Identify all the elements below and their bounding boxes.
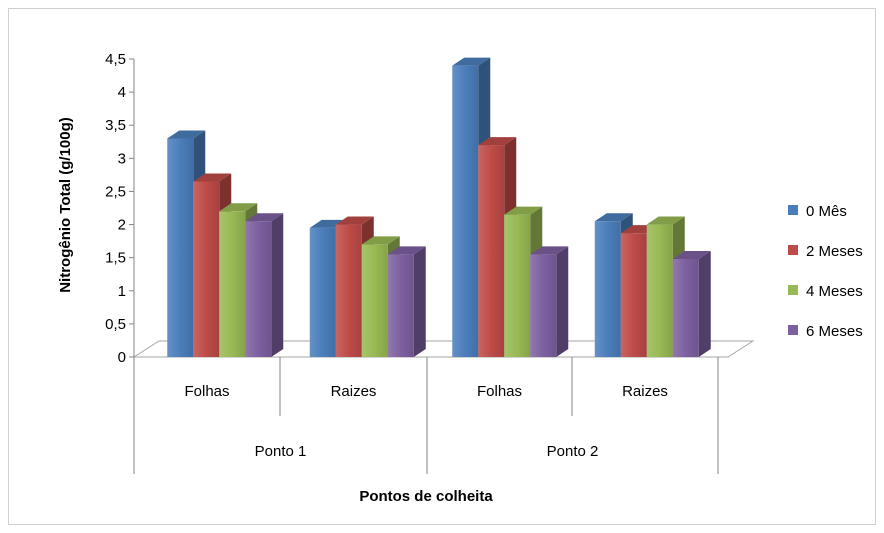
bar-front [167,138,194,357]
bar-front [193,181,220,357]
y-tick-label: 3 [118,150,126,167]
y-tick-label: 2 [118,217,126,234]
bar-front [646,224,673,357]
category-label: Raizes [622,383,668,400]
legend-label: 4 Meses [806,283,863,300]
bar [672,250,711,357]
bar-top [245,213,284,222]
bar-top [361,236,400,245]
y-tick-label: 0,5 [105,316,126,333]
bar-top [452,57,491,66]
y-tick-label: 0 [118,349,126,366]
bar-front [245,221,272,357]
bar-top [646,216,685,225]
bar-front [387,254,414,357]
legend-label: 2 Meses [806,243,863,260]
bar-front [219,211,246,357]
bar-side [556,246,569,357]
bar-front [594,221,621,357]
bar-front [361,244,388,357]
bar-top [530,246,569,255]
y-tick-label: 3,5 [105,117,126,134]
bar-side [413,246,426,357]
category-label: Folhas [184,383,229,400]
bar-front [530,254,557,357]
bar-top [594,213,633,222]
bar-front [504,214,531,357]
bar-top [478,137,517,146]
legend-swatch [788,325,798,335]
category-axis: Folhas Raizes Folhas Raizes Ponto 1 Ponto 2 [133,357,719,474]
bar-top [387,246,426,255]
bar-top [219,203,258,212]
legend-label: 0 Mês [806,203,847,220]
bar-top [672,250,711,259]
bar-side [698,250,711,357]
bar-front [672,258,699,357]
legend-item: 6 Meses [788,323,863,340]
legend-swatch [788,245,798,255]
bar-front [309,227,336,357]
y-tick-label: 1,5 [105,250,126,267]
y-tick-label: 4,5 [105,51,126,68]
bar-front [478,145,505,357]
category-label: Raizes [331,383,377,400]
bar-top [504,206,543,215]
legend: 0 Mês 2 Meses 4 Meses 6 Meses [788,203,863,340]
bar [387,246,426,357]
y-tick-label: 2,5 [105,183,126,200]
legend-label: 6 Meses [806,323,863,340]
bar-front [620,233,647,357]
chart-border [8,8,876,525]
legend-item: 2 Meses [788,243,863,260]
chart-svg: 0 0,5 1 1,5 2 2,5 3 3,5 4 4,5 Folhas Raizes Folhas R… [8,8,876,525]
bar-top [167,130,206,139]
bar-front [335,224,362,357]
bars [167,57,711,357]
chart-frame: 0 0,5 1 1,5 2 2,5 3 3,5 4 4,5 Folhas Raizes Folhas R… [8,8,876,525]
y-tick-label: 4 [118,84,126,101]
legend-item: 4 Meses [788,283,863,300]
category-label: Folhas [477,383,522,400]
legend-swatch [788,205,798,215]
x-axis-title: Pontos de colheita [359,488,493,505]
bar-top [193,173,232,182]
group-label: Ponto 2 [547,443,599,460]
bar-top [335,216,374,225]
bar-front [452,65,479,357]
bar [530,246,569,357]
legend-swatch [788,285,798,295]
group-label: Ponto 1 [255,443,307,460]
y-tick-label: 1 [118,283,126,300]
value-axis: 0 0,5 1 1,5 2 2,5 3 3,5 4 4,5 [105,51,135,366]
y-axis-title: Nitrogênio Total (g/100g) [57,117,74,293]
bar [245,213,284,357]
legend-item: 0 Mês [788,203,847,220]
bar-side [271,213,284,357]
